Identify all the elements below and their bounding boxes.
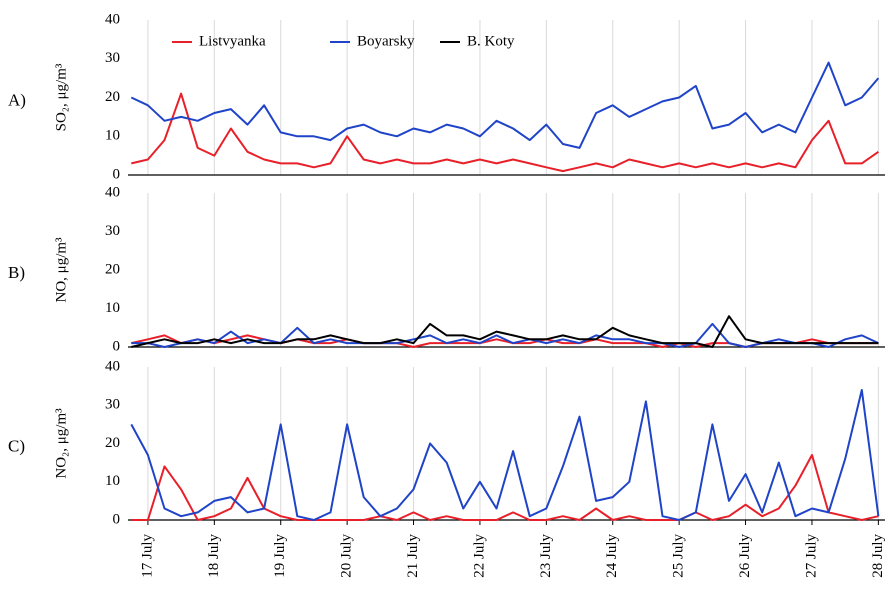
y-tick-label: 40	[105, 184, 120, 200]
series-line	[131, 92, 879, 173]
x-tick-label: 19 July	[272, 534, 288, 578]
x-tick-label: 25 July	[671, 534, 687, 578]
y-tick-label: 10	[105, 300, 120, 316]
y-axis-label: NO₂, μg/m³	[53, 408, 69, 479]
series-line	[130, 389, 880, 521]
y-tick-label: 40	[105, 358, 120, 374]
series-line	[131, 454, 879, 521]
x-tick-label: 28 July	[870, 534, 885, 578]
x-tick-label: 22 July	[471, 534, 487, 578]
panel-label: B)	[8, 263, 25, 282]
y-tick-label: 40	[105, 11, 120, 27]
series-line	[130, 61, 880, 149]
y-tick-label: 30	[105, 223, 120, 239]
y-tick-label: 0	[113, 166, 121, 182]
legend-label: B. Koty	[467, 33, 515, 49]
x-tick-label: 23 July	[538, 534, 554, 578]
y-axis-label: SO₂, μg/m³	[53, 63, 69, 131]
y-tick-label: 0	[113, 338, 121, 354]
x-tick-label: 18 July	[206, 534, 222, 578]
y-tick-label: 0	[113, 511, 121, 527]
legend-label: Boyarsky	[357, 33, 415, 49]
y-tick-label: 30	[105, 50, 120, 66]
y-tick-label: 30	[105, 397, 120, 413]
y-axis-label: NO, μg/m³	[53, 237, 69, 303]
x-tick-label: 20 July	[339, 534, 355, 578]
panel-label: C)	[8, 436, 25, 455]
legend-label: Listvyanka	[199, 33, 266, 49]
y-tick-label: 20	[105, 435, 120, 451]
x-tick-label: 24 July	[604, 534, 620, 578]
x-tick-label: 27 July	[803, 534, 819, 578]
x-tick-label: 21 July	[405, 534, 421, 578]
x-tick-label: 26 July	[737, 534, 753, 578]
panel-label: A)	[8, 90, 26, 109]
y-tick-label: 10	[105, 473, 120, 489]
series-line	[131, 315, 879, 348]
y-tick-label: 20	[105, 261, 120, 277]
y-tick-label: 20	[105, 89, 120, 105]
y-tick-label: 10	[105, 128, 120, 144]
x-tick-label: 17 July	[139, 534, 155, 578]
